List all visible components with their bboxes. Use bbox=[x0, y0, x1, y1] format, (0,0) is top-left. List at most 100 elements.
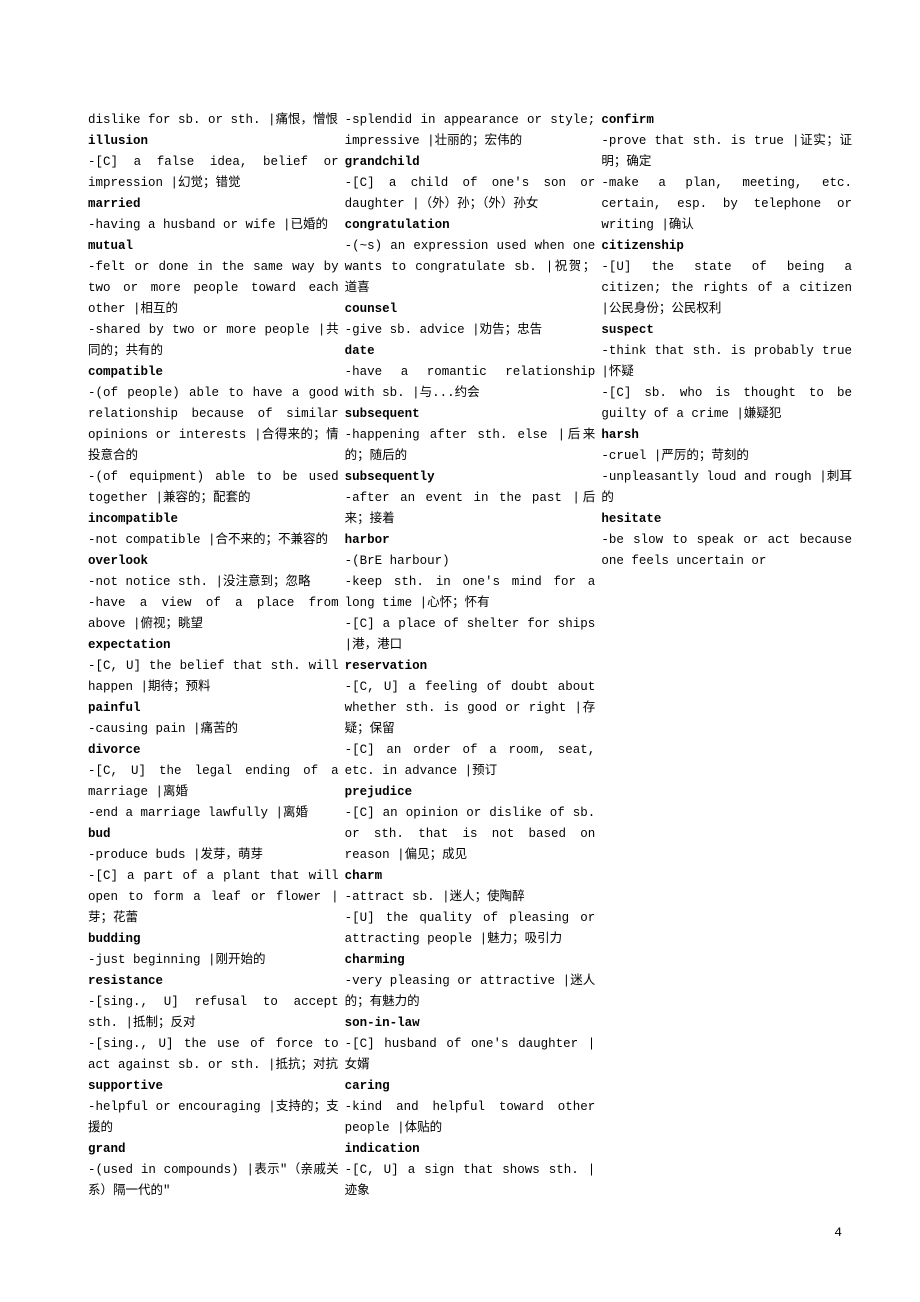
definition-text: -(BrE harbour) bbox=[345, 551, 596, 572]
word-headword: indication bbox=[345, 1142, 420, 1156]
vocab-definition: -not compatible |合不来的；不兼容的 bbox=[88, 530, 339, 551]
vocab-definition: -[sing., U] the use of force to act agai… bbox=[88, 1034, 339, 1076]
definition-text: -end a marriage lawfully |离婚 bbox=[88, 803, 339, 824]
vocab-word: grand bbox=[88, 1139, 339, 1160]
vocab-word: prejudice bbox=[345, 782, 596, 803]
definition-text: -felt or done in the same way by two or … bbox=[88, 257, 339, 320]
word-headword: date bbox=[345, 344, 375, 358]
word-headword: citizenship bbox=[601, 239, 684, 253]
definition-text: -have a view of a place from above |俯视；眺… bbox=[88, 593, 339, 635]
definition-text: -kind and helpful toward other people |体… bbox=[345, 1097, 596, 1139]
vocab-definition: -(~s) an expression used when one wants … bbox=[345, 236, 596, 299]
definition-text: -[sing., U] the use of force to act agai… bbox=[88, 1034, 339, 1076]
vocab-word: overlook bbox=[88, 551, 339, 572]
vocab-definition: -(used in compounds) |表示"（亲戚关系）隔一代的" bbox=[88, 1160, 339, 1202]
word-headword: supportive bbox=[88, 1079, 163, 1093]
definition-text: -[C] a part of a plant that will open to… bbox=[88, 866, 339, 929]
vocab-word: supportive bbox=[88, 1076, 339, 1097]
vocab-definition: -think that sth. is probably true |怀疑 bbox=[601, 341, 852, 383]
vocab-word: resistance bbox=[88, 971, 339, 992]
vocab-definition: -just beginning |刚开始的 bbox=[88, 950, 339, 971]
vocab-definition: -make a plan, meeting, etc. certain, esp… bbox=[601, 173, 852, 236]
definition-text: -very pleasing or attractive |迷人的；有魅力的 bbox=[345, 971, 596, 1013]
vocab-definition: -[C] a child of one's son or daughter |（… bbox=[345, 173, 596, 215]
vocab-definition: -[C, U] the legal ending of a marriage |… bbox=[88, 761, 339, 803]
vocab-definition: -[C] a part of a plant that will open to… bbox=[88, 866, 339, 929]
word-headword: counsel bbox=[345, 302, 398, 316]
word-headword: caring bbox=[345, 1079, 390, 1093]
vocab-definition: -[C, U] a sign that shows sth. |迹象 bbox=[345, 1160, 596, 1202]
definition-text: -[C, U] a sign that shows sth. |迹象 bbox=[345, 1160, 596, 1202]
definition-text: -[C] sb. who is thought to be guilty of … bbox=[601, 383, 852, 425]
word-headword: subsequently bbox=[345, 470, 435, 484]
vocab-word: grandchild bbox=[345, 152, 596, 173]
definition-text: -(of people) able to have a good relatio… bbox=[88, 383, 339, 467]
definition-text: -causing pain |痛苦的 bbox=[88, 719, 339, 740]
definition-text: -(used in compounds) |表示"（亲戚关系）隔一代的" bbox=[88, 1160, 339, 1202]
word-headword: bud bbox=[88, 827, 111, 841]
definition-text: -shared by two or more people |共同的；共有的 bbox=[88, 320, 339, 362]
vocab-definition: -splendid in appearance or style; impres… bbox=[345, 110, 596, 152]
definition-text: -make a plan, meeting, etc. certain, esp… bbox=[601, 173, 852, 236]
vocab-word: caring bbox=[345, 1076, 596, 1097]
word-headword: budding bbox=[88, 932, 141, 946]
definition-text: -[C] husband of one's daughter |女婿 bbox=[345, 1034, 596, 1076]
vocab-definition: -attract sb. |迷人；使陶醉 bbox=[345, 887, 596, 908]
word-headword: resistance bbox=[88, 974, 163, 988]
vocab-definition: -kind and helpful toward other people |体… bbox=[345, 1097, 596, 1139]
vocab-word: painful bbox=[88, 698, 339, 719]
vocab-definition: -[C, U] a feeling of doubt about whether… bbox=[345, 677, 596, 740]
word-headword: compatible bbox=[88, 365, 163, 379]
word-headword: confirm bbox=[601, 113, 654, 127]
vocab-word: confirm bbox=[601, 110, 852, 131]
definition-text: -cruel |严厉的；苛刻的 bbox=[601, 446, 852, 467]
vocab-word: bud bbox=[88, 824, 339, 845]
definition-text: -(of equipment) able to be used together… bbox=[88, 467, 339, 509]
definition-text: -[sing., U] refusal to accept sth. |抵制；反… bbox=[88, 992, 339, 1034]
word-headword: mutual bbox=[88, 239, 133, 253]
definition-text: -keep sth. in one's mind for a long time… bbox=[345, 572, 596, 614]
vocab-definition: -very pleasing or attractive |迷人的；有魅力的 bbox=[345, 971, 596, 1013]
word-headword: reservation bbox=[345, 659, 428, 673]
word-headword: overlook bbox=[88, 554, 148, 568]
vocab-definition: -(BrE harbour) bbox=[345, 551, 596, 572]
vocab-word: compatible bbox=[88, 362, 339, 383]
vocab-definition: -[U] the state of being a citizen; the r… bbox=[601, 257, 852, 320]
word-headword: subsequent bbox=[345, 407, 420, 421]
vocab-word: date bbox=[345, 341, 596, 362]
definition-text: -think that sth. is probably true |怀疑 bbox=[601, 341, 852, 383]
vocab-definition: -causing pain |痛苦的 bbox=[88, 719, 339, 740]
vocab-definition: -cruel |严厉的；苛刻的 bbox=[601, 446, 852, 467]
definition-text: -[C] a false idea, belief or impression … bbox=[88, 152, 339, 194]
definition-text: -(~s) an expression used when one wants … bbox=[345, 236, 596, 299]
vocab-definition: -shared by two or more people |共同的；共有的 bbox=[88, 320, 339, 362]
vocab-definition: -keep sth. in one's mind for a long time… bbox=[345, 572, 596, 614]
vocab-definition: -after an event in the past |后来；接着 bbox=[345, 488, 596, 530]
definition-text: -not compatible |合不来的；不兼容的 bbox=[88, 530, 339, 551]
definition-text: -having a husband or wife |已婚的 bbox=[88, 215, 339, 236]
word-headword: son-in-law bbox=[345, 1016, 420, 1030]
vocab-definition: -[C] husband of one's daughter |女婿 bbox=[345, 1034, 596, 1076]
vocab-word: charming bbox=[345, 950, 596, 971]
word-headword: married bbox=[88, 197, 141, 211]
vocab-word: subsequent bbox=[345, 404, 596, 425]
definition-text: -[C] an opinion or dislike of sb. or sth… bbox=[345, 803, 596, 866]
word-headword: suspect bbox=[601, 323, 654, 337]
vocab-word: expectation bbox=[88, 635, 339, 656]
definition-text: -helpful or encouraging |支持的；支援的 bbox=[88, 1097, 339, 1139]
vocab-definition: -[C] a place of shelter for ships |港，港口 bbox=[345, 614, 596, 656]
word-headword: prejudice bbox=[345, 785, 413, 799]
word-headword: expectation bbox=[88, 638, 171, 652]
definition-text: -[C, U] the legal ending of a marriage |… bbox=[88, 761, 339, 803]
word-headword: charm bbox=[345, 869, 383, 883]
vocab-word: harbor bbox=[345, 530, 596, 551]
definition-text: -[C] a child of one's son or daughter |（… bbox=[345, 173, 596, 215]
vocab-word: divorce bbox=[88, 740, 339, 761]
definition-text: -give sb. advice |劝告；忠告 bbox=[345, 320, 596, 341]
vocab-definition: -(of people) able to have a good relatio… bbox=[88, 383, 339, 467]
definition-text: -[C, U] the belief that sth. will happen… bbox=[88, 656, 339, 698]
vocab-word: reservation bbox=[345, 656, 596, 677]
vocab-definition: -[C] a false idea, belief or impression … bbox=[88, 152, 339, 194]
vocab-definition: -(of equipment) able to be used together… bbox=[88, 467, 339, 509]
vocab-definition: -helpful or encouraging |支持的；支援的 bbox=[88, 1097, 339, 1139]
